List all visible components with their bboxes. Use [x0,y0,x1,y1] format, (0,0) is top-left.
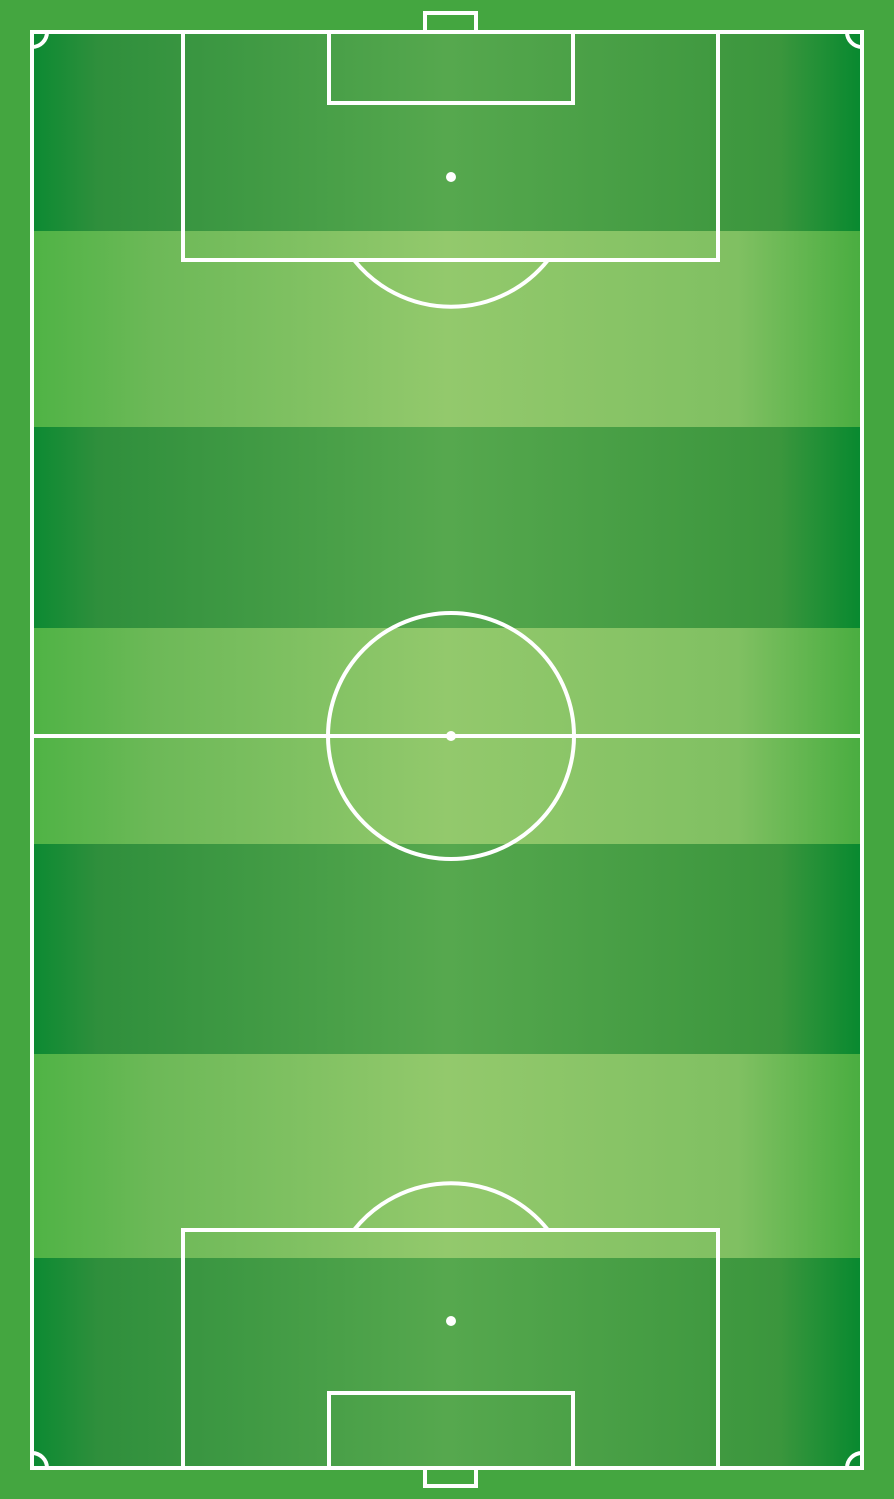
corner-arc-top-left [31,31,49,49]
bottom-penalty-arc [352,1181,550,1232]
top-goal-area [327,30,575,105]
corner-arc-bottom-right [845,1451,863,1469]
grass-stripe [32,1258,862,1468]
top-penalty-spot [446,172,456,182]
bottom-goal-area [327,1391,575,1470]
grass-stripe [32,231,862,427]
corner-arc-bottom-left [31,1451,49,1469]
grass-stripe [32,32,862,231]
bottom-penalty-spot [446,1316,456,1326]
grass-stripe [32,844,862,1054]
top-penalty-arc [352,258,550,309]
corner-arc-top-right [845,31,863,49]
grass-stripe [32,1054,862,1258]
center-spot [446,731,456,741]
grass-stripe [32,427,862,628]
center-circle [326,611,576,861]
grass-stripes [32,32,862,1468]
